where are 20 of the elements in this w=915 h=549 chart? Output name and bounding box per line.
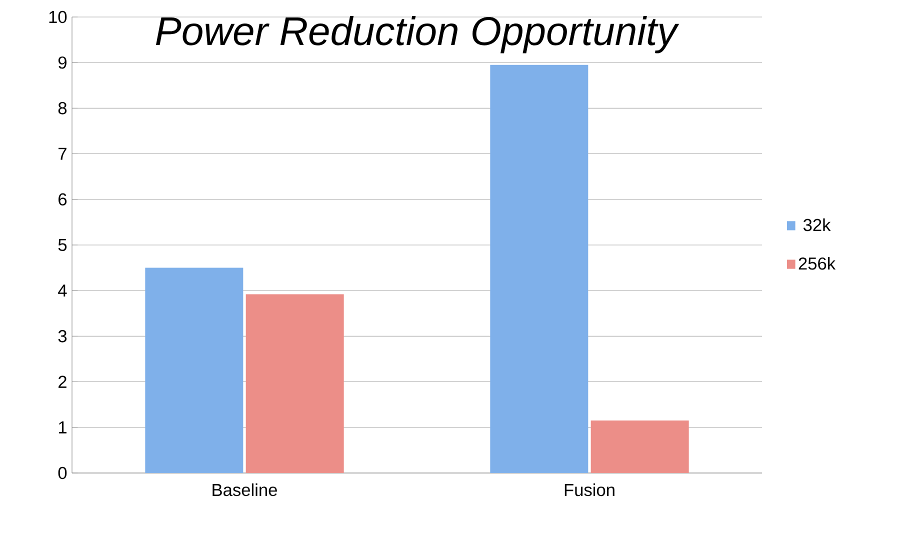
y-tick-label: 8: [58, 102, 67, 114]
y-tick-label: 4: [58, 284, 67, 297]
y-tick-label: 3: [58, 330, 67, 342]
y-tick-label: 0: [58, 466, 67, 480]
bar: [246, 294, 344, 473]
y-tick-label: 5: [58, 238, 67, 252]
x-tick-label: Fusion: [564, 483, 614, 496]
legend-label: 256k: [798, 256, 836, 270]
y-tick-label: 9: [58, 56, 66, 69]
bar: [490, 64, 588, 473]
bar: [145, 268, 244, 473]
y-tick-label: 2: [58, 376, 66, 388]
chart-title: Power Reduction Opportunity: [156, 16, 680, 54]
y-tick-label: 7: [58, 148, 66, 160]
y-tick-label: 6: [58, 193, 67, 206]
y-tick-label: 10: [49, 10, 67, 24]
bar: [590, 420, 689, 473]
legend-label: 32k: [803, 218, 831, 232]
x-tick-label: Baseline: [212, 483, 277, 496]
y-tick-label: 1: [58, 421, 66, 434]
